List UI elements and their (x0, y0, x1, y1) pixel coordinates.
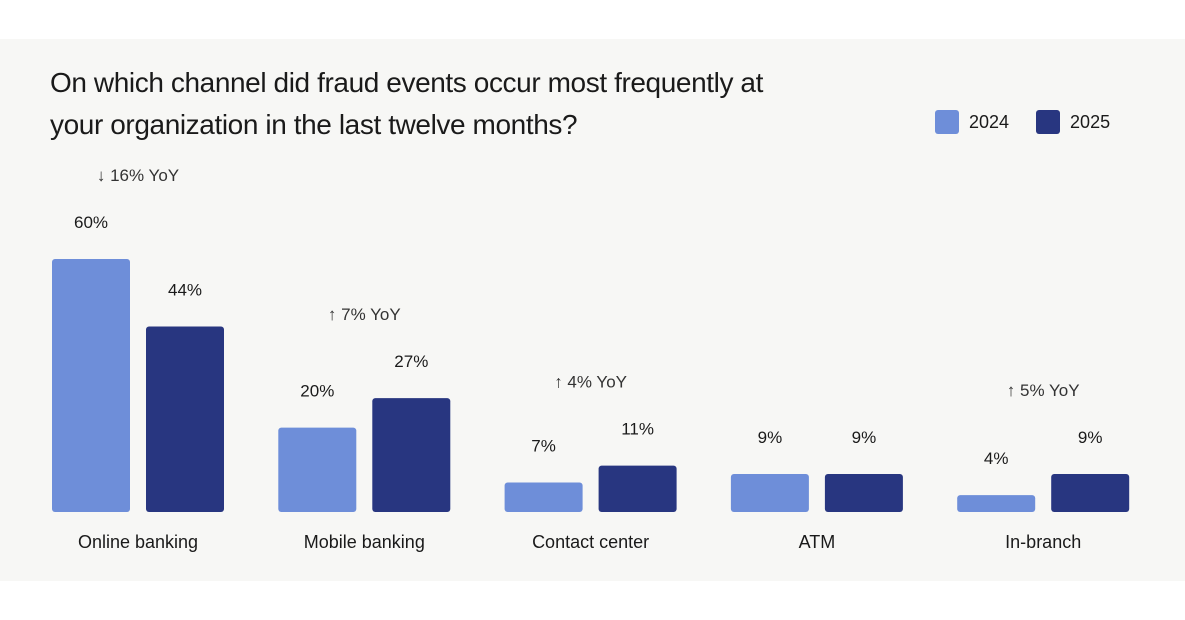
bar-contact-center-2025 (598, 465, 677, 512)
legend-item-2024: 2024 (935, 110, 1009, 134)
bar-in-branch-2024 (957, 495, 1036, 512)
category-label-mobile-banking: Mobile banking (304, 532, 425, 552)
category-label-in-branch: In-branch (1005, 532, 1081, 552)
bar-in-branch-2025 (1051, 474, 1130, 512)
value-label-atm-2024: 9% (758, 428, 783, 447)
value-label-in-branch-2025: 9% (1078, 428, 1103, 447)
value-label-in-branch-2024: 4% (984, 449, 1009, 468)
category-label-atm: ATM (799, 532, 836, 552)
value-label-mobile-banking-2025: 27% (394, 352, 428, 371)
category-label-online-banking: Online banking (78, 532, 198, 552)
bar-mobile-banking-2025 (372, 398, 451, 512)
bar-mobile-banking-2024 (278, 427, 357, 512)
bar-online-banking-2025 (146, 326, 224, 512)
value-label-online-banking-2025: 44% (168, 280, 202, 299)
legend-swatch-2025 (1036, 110, 1061, 134)
legend-label-2025: 2025 (1070, 111, 1111, 132)
bar-atm-2025 (824, 474, 903, 512)
value-label-atm-2025: 9% (852, 428, 877, 447)
value-label-contact-center-2025: 11% (621, 420, 654, 439)
yoy-annotation-in-branch: ↑ 5% YoY (1007, 381, 1080, 400)
yoy-annotation-contact-center: ↑ 4% YoY (554, 373, 627, 392)
value-label-contact-center-2024: 7% (531, 436, 556, 455)
category-label-contact-center: Contact center (532, 532, 649, 552)
yoy-annotation-online-banking: ↓ 16% YoY (97, 166, 179, 185)
bar-online-banking-2024 (52, 259, 130, 512)
legend: 2024 2025 (935, 110, 1110, 134)
value-label-online-banking-2024: 60% (74, 213, 108, 232)
legend-item-2025: 2025 (1036, 110, 1110, 134)
legend-swatch-2024 (935, 110, 959, 134)
yoy-annotation-mobile-banking: ↑ 7% YoY (328, 305, 401, 324)
bar-contact-center-2024 (504, 482, 583, 512)
chart-title: On which channel did fraud events occur … (50, 67, 763, 140)
value-label-mobile-banking-2024: 20% (300, 382, 334, 401)
legend-label-2024: 2024 (969, 111, 1010, 132)
bar-atm-2024 (730, 474, 809, 512)
